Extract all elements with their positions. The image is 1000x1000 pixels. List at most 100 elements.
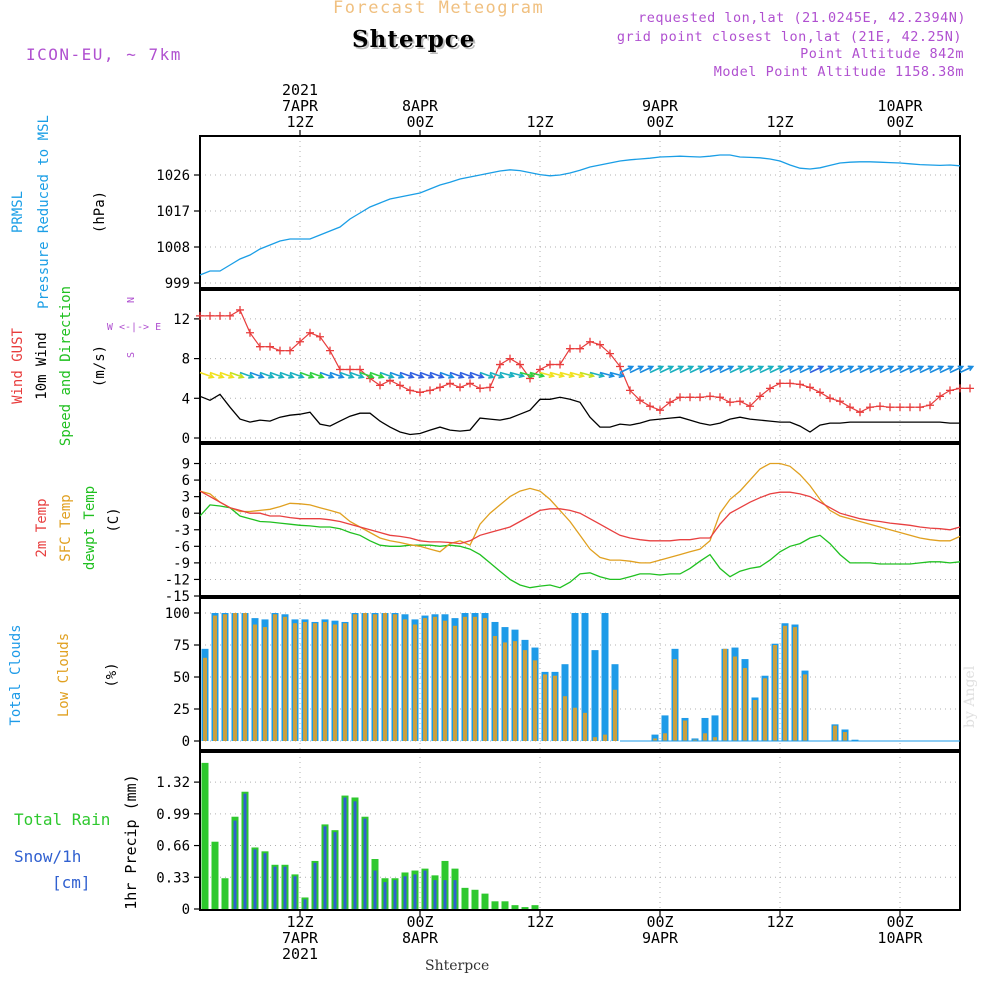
gust-marker [736,397,744,406]
wind-arrow-head [687,365,695,372]
low-cloud-bar [463,616,467,741]
wind-arrow [469,371,484,379]
gust-marker [486,383,494,392]
wind-arrow [859,365,874,374]
wind-arrow-head [917,365,925,372]
low-cloud-bar [223,614,227,741]
wind-arrow-head [498,372,505,379]
snow-bar [423,870,427,909]
gust-marker [426,386,434,395]
top-time-label: 7APR [282,97,319,115]
wind-arrow [329,371,344,379]
wind-arrow [399,371,414,379]
wind-arrow [609,371,624,377]
model-altitude: Model Point Altitude 1158.38m [713,64,964,80]
wind-arrow-head [318,372,325,379]
wind-arrow-head [458,372,465,379]
gust-marker [216,311,224,320]
pressure-ytick-label: 1017 [156,204,190,220]
pressure-label: PRMSL [10,191,26,233]
wind-arrow-head [238,372,245,379]
wind-arrow [319,371,334,379]
low-cloud-bar [703,733,707,741]
total-cloud-bar [661,715,669,741]
wind-arrow-head [558,372,566,379]
wind-arrow [209,371,224,379]
snow-bar [393,880,397,909]
low-cloud-bar [413,624,417,741]
wind-arrow-head [298,372,305,379]
wind-arrow [789,365,804,374]
low-cloud-bar [713,737,717,741]
snow-bar [433,880,437,909]
requested-coords: requested lon,lat (21.0245E, 42.2394N) [638,10,966,26]
low-cloud-bar [383,613,387,741]
wind-arrow [779,365,794,374]
snow-bar [373,870,377,909]
low-cloud-bar [683,720,687,741]
gust-marker [506,354,514,363]
clouds-panel: 0 25 50 75 100 [165,597,961,751]
wind-arrow [299,371,314,379]
wind-arrow [569,371,584,377]
wind-arrow [509,371,524,377]
wind-arrow [269,371,284,379]
wind-arrow [289,371,304,379]
wind-label: 10m Wind [34,332,50,399]
wind-arrow-head [478,372,485,379]
gust-marker [516,360,524,369]
gust-marker [226,311,234,320]
low-cloud-bar [423,618,427,741]
t2m-label: 2m Temp [34,498,50,557]
gust-marker [676,393,684,402]
wind-arrow [539,371,554,377]
gust-marker [876,402,884,411]
gust-marker [866,403,874,412]
wind-arrow [499,371,514,377]
gust-marker [476,384,484,393]
wind-arrow-head [438,372,445,379]
wind-arrow [219,371,234,379]
low-cloud-bar [493,636,497,741]
low-cloud-bar [243,613,247,741]
wind-arrow-head [598,372,606,379]
gust-marker [646,402,654,411]
wind-arrow [629,365,644,374]
gust-marker [696,393,704,402]
gust-marker [896,403,904,412]
low-clouds-label: Low Clouds [56,633,72,717]
top-time-label: 00Z [886,113,913,131]
rain-bar [211,841,219,909]
snow-bar [263,853,267,909]
snow-bar [343,797,347,909]
wind-arrow [659,365,674,374]
gust-marker [606,349,614,358]
wind-ytick-label: 12 [173,312,190,328]
wind-arrow-head [697,365,705,372]
wind-arrow [619,365,634,374]
wind-arrow-head [448,372,455,379]
wind-arrow [909,365,924,374]
wind-arrow-head [408,372,415,379]
gust-marker [916,403,924,412]
wind-arrow-head [807,365,815,372]
gust-marker [576,344,584,353]
low-cloud-bar [253,624,257,741]
wind-arrow [419,371,434,379]
temperature-frame [199,443,961,597]
gust-marker [346,365,354,374]
wind-arrow [889,365,904,374]
snow-bar [333,832,337,909]
sfc-label: SFC Temp [58,494,74,561]
gust-marker [256,342,264,351]
wind-arrow [709,365,724,374]
total-cloud-bar [601,613,609,741]
temperature-ytick-label: 0 [182,506,190,522]
dewpt-label: dewpt Temp [82,486,98,570]
wind-arrow [259,371,274,379]
wind-arrow [729,365,744,374]
wind-arrow [879,365,894,374]
gust-marker [456,383,464,392]
snow-bar [403,876,407,909]
low-cloud-bar [563,696,567,741]
